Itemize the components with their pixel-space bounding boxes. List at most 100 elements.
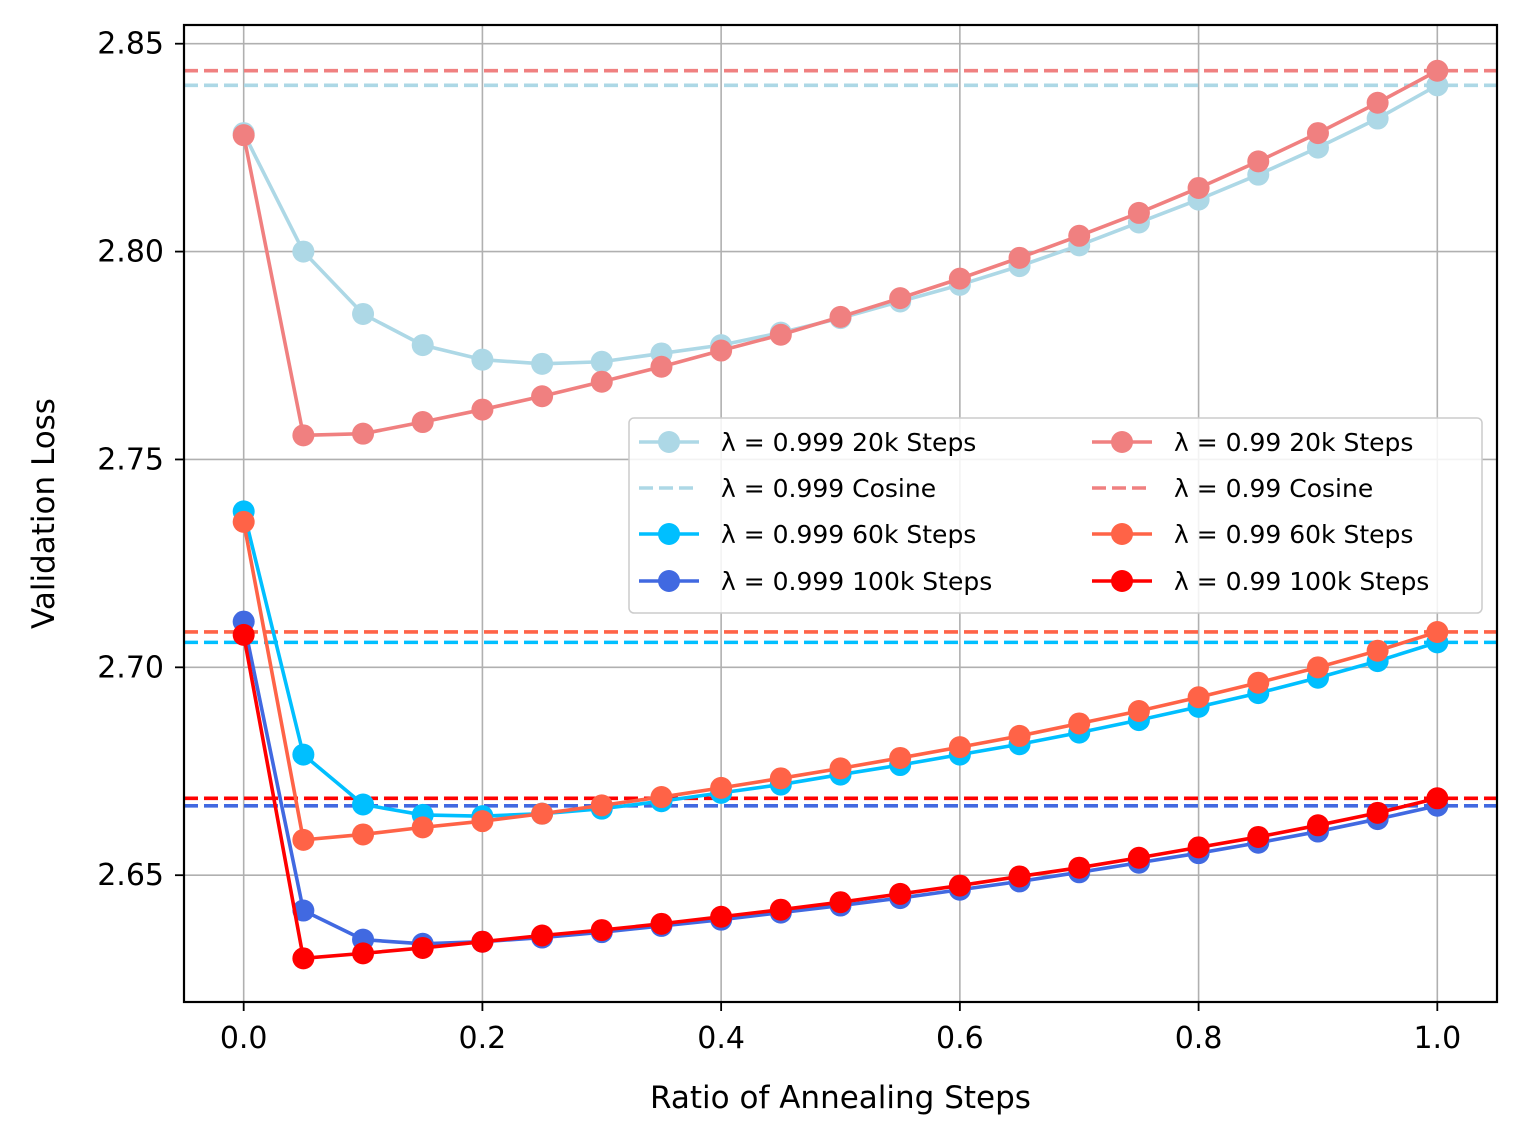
- data-point: [232, 623, 255, 646]
- data-point: [948, 736, 971, 759]
- legend-swatch-marker: [1111, 570, 1133, 592]
- data-point: [829, 305, 852, 328]
- data-point: [1306, 122, 1329, 145]
- data-point: [1127, 699, 1150, 722]
- x-tick-label: 0.4: [697, 1021, 745, 1056]
- data-point: [1366, 801, 1389, 824]
- data-point: [1008, 865, 1031, 888]
- data-point: [650, 355, 673, 378]
- data-point: [590, 350, 613, 373]
- data-point: [650, 912, 673, 935]
- data-point: [411, 334, 434, 357]
- series-layer: [184, 59, 1497, 970]
- data-point: [769, 323, 792, 346]
- data-point: [650, 786, 673, 809]
- data-point: [292, 424, 315, 447]
- series-group: [232, 623, 1449, 970]
- data-point: [889, 746, 912, 769]
- plot-frame: [182, 23, 1499, 1004]
- data-point: [232, 510, 255, 533]
- legend-item: λ = 0.99 100k Steps: [1092, 567, 1429, 596]
- data-point: [292, 947, 315, 970]
- data-point: [531, 924, 554, 947]
- y-tick-label: 2.75: [97, 442, 164, 477]
- legend-label: λ = 0.999 60k Steps: [721, 520, 976, 549]
- data-point: [471, 398, 494, 421]
- data-point: [1247, 671, 1270, 694]
- legend-item: λ = 0.999 20k Steps: [639, 428, 976, 457]
- data-point: [1068, 712, 1091, 735]
- data-point: [1008, 246, 1031, 269]
- data-point: [1366, 91, 1389, 114]
- x-tick-label: 0.0: [220, 1021, 268, 1056]
- x-tick-label: 0.6: [936, 1021, 984, 1056]
- data-point: [292, 743, 315, 766]
- data-point: [352, 823, 375, 846]
- data-point: [590, 794, 613, 817]
- legend-item: λ = 0.99 20k Steps: [1092, 428, 1413, 457]
- data-point: [1426, 620, 1449, 643]
- y-tick-label: 2.80: [97, 235, 164, 270]
- x-tick-label: 0.8: [1175, 1021, 1223, 1056]
- data-point: [710, 905, 733, 928]
- series-group: [232, 59, 1449, 447]
- data-point: [531, 385, 554, 408]
- data-point: [471, 930, 494, 953]
- data-point: [769, 898, 792, 921]
- legend-swatch-marker: [658, 431, 680, 453]
- y-tick-label: 2.85: [97, 27, 164, 62]
- data-point: [1306, 656, 1329, 679]
- legend-label: λ = 0.99 60k Steps: [1174, 520, 1413, 549]
- data-point: [232, 124, 255, 147]
- legend-box: [628, 417, 1483, 614]
- data-point: [889, 287, 912, 310]
- axis-ticks: 0.0 0.2 0.4 0.6 0.8 1.0 2.65 2.70 2.75 2.80 2.85: [97, 27, 1461, 1056]
- data-point: [1247, 150, 1270, 173]
- data-point: [590, 370, 613, 393]
- data-point: [710, 339, 733, 362]
- data-point: [1008, 724, 1031, 747]
- legend-label: λ = 0.999 20k Steps: [721, 428, 976, 457]
- data-point: [292, 828, 315, 851]
- data-point: [1068, 856, 1091, 879]
- legend: λ = 0.999 20k Steps λ = 0.99 20k Steps λ =…: [628, 417, 1483, 614]
- data-point: [292, 899, 315, 922]
- legend-label: λ = 0.999 100k Steps: [721, 567, 992, 596]
- data-point: [471, 810, 494, 833]
- data-point: [948, 267, 971, 290]
- x-tick-label: 1.0: [1413, 1021, 1461, 1056]
- data-point: [829, 891, 852, 914]
- legend-label: λ = 0.99 Cosine: [1174, 474, 1373, 503]
- data-point: [1426, 787, 1449, 810]
- data-point: [471, 348, 494, 371]
- legend-item: λ = 0.999 60k Steps: [639, 520, 976, 549]
- data-point: [352, 942, 375, 965]
- data-point: [352, 793, 375, 816]
- legend-item: λ = 0.999 Cosine: [639, 474, 936, 503]
- legend-item: λ = 0.99 60k Steps: [1092, 520, 1413, 549]
- data-point: [1306, 814, 1329, 837]
- y-tick-label: 2.70: [97, 650, 164, 685]
- data-point: [829, 757, 852, 780]
- data-point: [1366, 107, 1389, 130]
- legend-label: λ = 0.99 20k Steps: [1174, 428, 1413, 457]
- legend-item: λ = 0.999 100k Steps: [639, 567, 992, 596]
- data-point: [1426, 59, 1449, 82]
- data-point: [352, 422, 375, 445]
- data-point: [769, 767, 792, 790]
- legend-swatch-marker: [658, 570, 680, 592]
- y-axis-label: Validation Loss: [26, 398, 62, 629]
- data-point: [352, 302, 375, 325]
- legend-swatch-marker: [1111, 523, 1133, 545]
- data-point: [411, 816, 434, 839]
- data-point: [531, 802, 554, 825]
- legend-item: λ = 0.99 Cosine: [1092, 474, 1373, 503]
- legend-swatch-marker: [1111, 431, 1133, 453]
- x-axis-label: Ratio of Annealing Steps: [650, 1080, 1031, 1116]
- data-point: [1187, 836, 1210, 859]
- data-point: [1187, 686, 1210, 709]
- data-point: [1127, 846, 1150, 869]
- data-point: [531, 352, 554, 375]
- legend-swatch-marker: [658, 523, 680, 545]
